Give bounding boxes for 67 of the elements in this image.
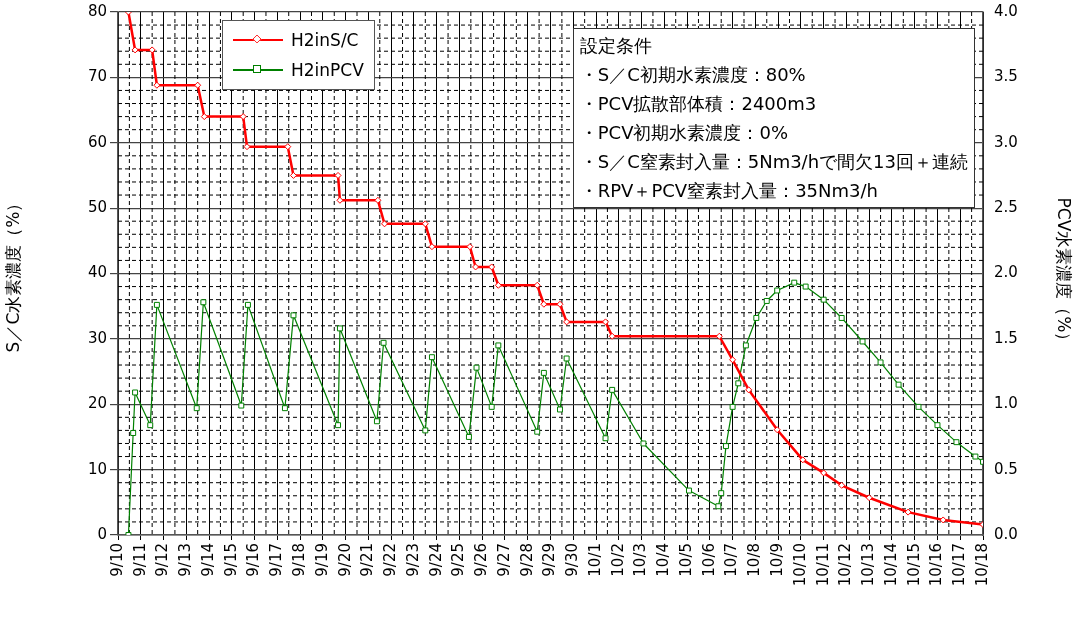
- x-tick-label: 9/28: [517, 543, 536, 577]
- x-tick-label: 9/22: [381, 543, 400, 577]
- y-tick-label: 70: [87, 67, 107, 86]
- x-tick-label: 10/10: [790, 543, 809, 587]
- y2-tick-label: 3.5: [994, 67, 1018, 86]
- x-tick-label: 9/15: [221, 543, 240, 577]
- x-tick-label: 9/10: [107, 543, 126, 577]
- legend-label: H2inS/C: [291, 29, 359, 52]
- x-tick-label: 10/16: [927, 543, 946, 587]
- y-tick-label: 60: [87, 132, 107, 151]
- annotation: ・S／C初期水素濃度：80%: [579, 63, 807, 87]
- x-tick-label: 10/1: [585, 543, 604, 577]
- x-tick-label: 9/12: [153, 543, 172, 577]
- annotation: 設定条件: [579, 34, 653, 58]
- x-tick-label: 9/30: [563, 543, 582, 577]
- x-tick-label: 9/27: [494, 543, 513, 577]
- x-tick-label: 10/13: [859, 543, 878, 587]
- y2-tick-label: 1.5: [994, 328, 1018, 347]
- y-axis-title: S／C水素濃度（%）: [2, 194, 23, 353]
- x-tick-label: 10/15: [904, 543, 923, 587]
- x-tick-label: 9/25: [449, 543, 468, 577]
- x-tick-label: 10/8: [745, 543, 764, 577]
- x-tick-label: 9/11: [130, 543, 149, 577]
- x-tick-label: 9/14: [198, 543, 217, 577]
- y-tick-label: 80: [87, 1, 107, 20]
- x-tick-label: 9/26: [472, 543, 491, 577]
- x-tick-label: 10/17: [950, 543, 969, 587]
- y-tick-label: 40: [87, 263, 107, 282]
- y-tick-label: 20: [87, 394, 107, 413]
- x-tick-label: 9/19: [312, 543, 331, 577]
- x-tick-label: 10/6: [699, 543, 718, 577]
- y-tick-label: 30: [87, 328, 107, 347]
- y2-tick-label: 0.5: [994, 459, 1018, 478]
- x-tick-label: 9/29: [540, 543, 559, 577]
- x-tick-label: 10/7: [722, 543, 741, 577]
- x-tick-label: 10/4: [654, 543, 673, 577]
- x-tick-label: 9/21: [358, 543, 377, 577]
- y2-tick-label: 2.5: [994, 198, 1018, 217]
- x-tick-label: 9/24: [426, 543, 445, 577]
- x-tick-label: 9/18: [290, 543, 308, 577]
- x-tick-label: 9/23: [403, 543, 422, 577]
- annotation: ・PCV初期水素濃度：0%: [579, 121, 789, 145]
- y2-tick-label: 4.0: [994, 1, 1018, 20]
- x-tick-label: 9/20: [335, 543, 354, 577]
- x-tick-label: 10/12: [836, 543, 855, 587]
- annotation: ・RPV＋PCV窒素封入量：35Nm3/h: [579, 179, 879, 203]
- x-tick-label: 10/9: [768, 543, 787, 577]
- x-tick-label: 9/13: [176, 543, 195, 577]
- legend-label: H2inPCV: [291, 59, 364, 82]
- annotation: ・S／C窒素封入量：5Nm3/hで間欠13回＋連続: [579, 150, 968, 174]
- x-tick-label: 10/3: [631, 543, 650, 577]
- annotation: ・PCV拡散部体積：2400m3: [579, 92, 818, 116]
- x-tick-label: 9/17: [267, 543, 286, 577]
- x-tick-label: 10/2: [608, 543, 627, 577]
- y2-tick-label: 1.0: [994, 394, 1018, 413]
- y-tick-label: 0: [97, 524, 107, 543]
- y-tick-label: 10: [87, 459, 107, 478]
- x-tick-label: 10/11: [813, 543, 832, 587]
- x-tick-label: 10/14: [881, 543, 900, 587]
- y2-tick-label: 2.0: [994, 263, 1018, 282]
- x-tick-label: 10/18: [972, 543, 991, 587]
- x-tick-label: 10/5: [676, 543, 695, 577]
- y2-tick-label: 3.0: [994, 132, 1018, 151]
- x-tick-label: 9/16: [244, 543, 263, 577]
- y2-tick-label: 0.0: [994, 524, 1018, 543]
- y-tick-label: 50: [87, 198, 107, 217]
- y2-axis-title: PCV水素濃度（%）: [1054, 197, 1075, 350]
